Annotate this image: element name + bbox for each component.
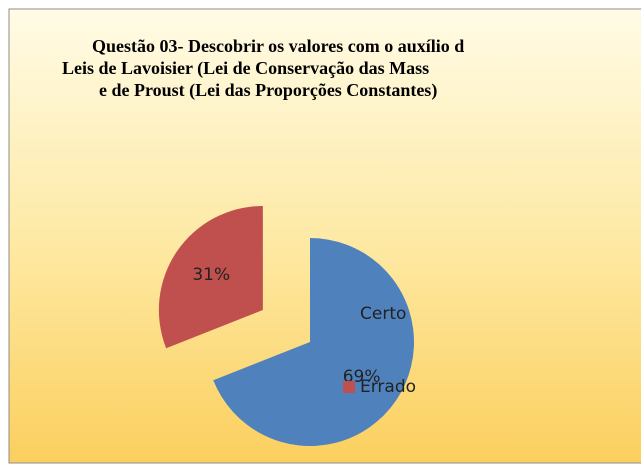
chart-title: Leis de Lavoisier (Lei de Conservação da… xyxy=(62,58,429,79)
data-label: 31% xyxy=(192,265,230,285)
legend-label: Errado xyxy=(360,377,416,397)
pie-slice xyxy=(158,205,263,349)
legend-swatch xyxy=(343,381,355,393)
legend-swatch xyxy=(343,308,355,320)
chart-title: Questão 03- Descobrir os valores com o a… xyxy=(92,36,464,56)
legend-label: Certo xyxy=(360,304,406,324)
pie-slice xyxy=(213,238,414,446)
chart-title: e de Proust (Lei das Proporções Constant… xyxy=(99,80,437,101)
